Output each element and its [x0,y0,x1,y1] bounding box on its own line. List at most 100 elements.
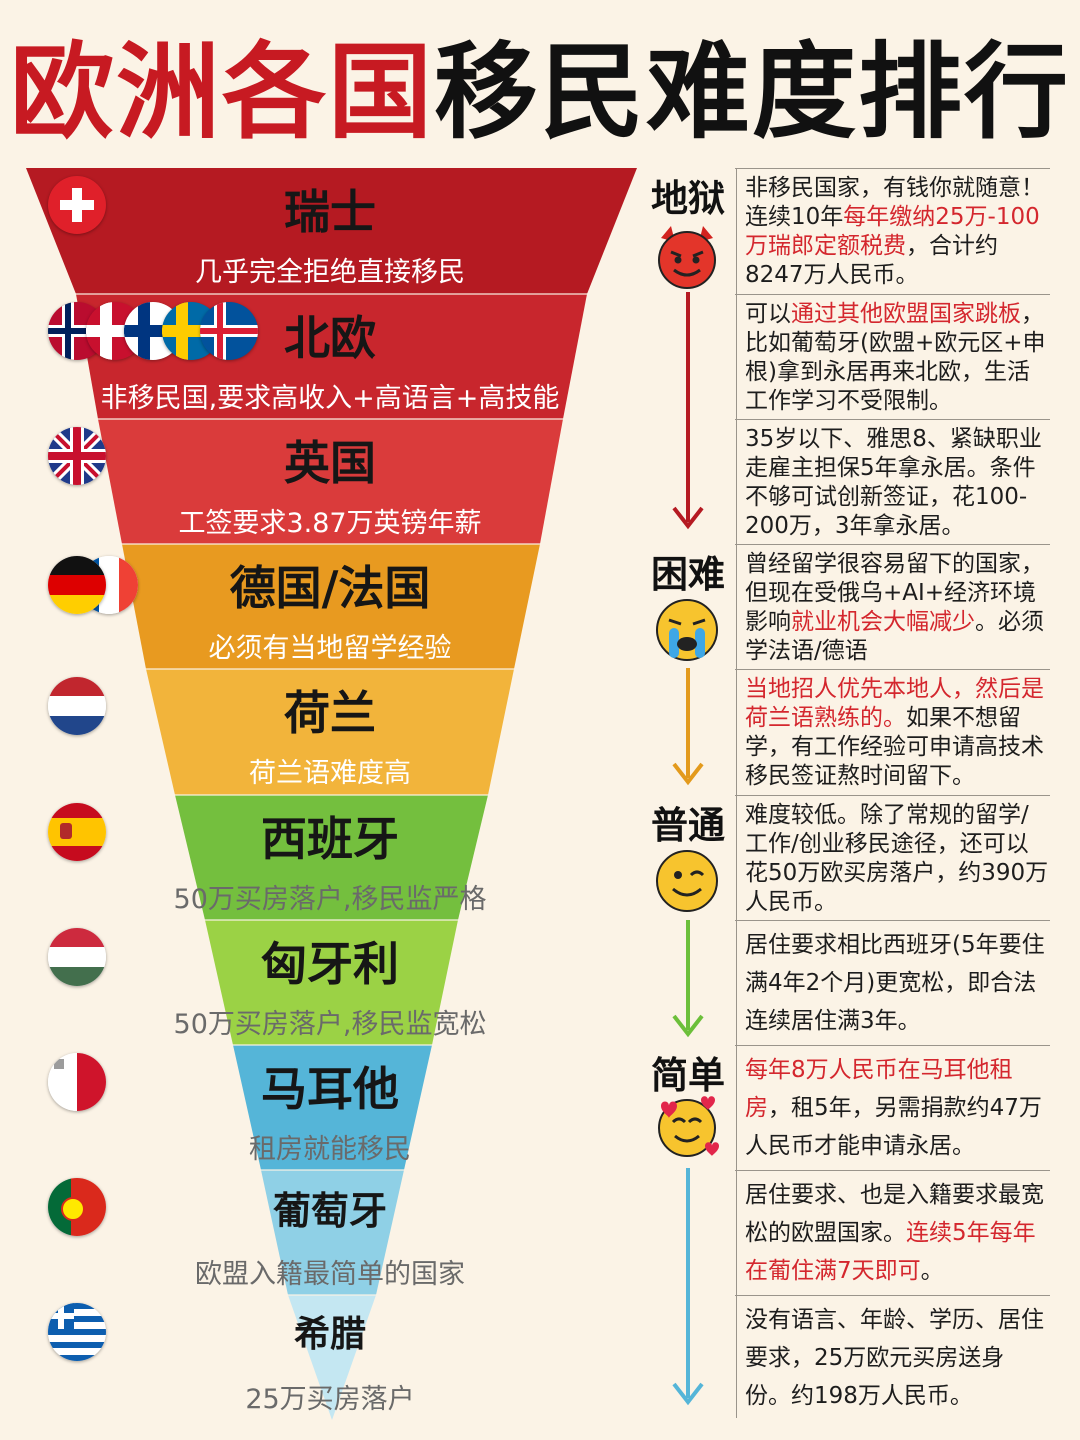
crying-emoji-icon [656,599,718,661]
level-label-hard: 困难 [651,553,725,596]
country-summary: 租房就能移民 [249,1134,411,1165]
country-summary: 几乎完全拒绝直接移民 [195,257,465,288]
description-text: 。必须学法语/德语 [745,609,1044,664]
country-description: 35岁以下、雅思8、紧缺职业走雇主担保5年拿永居。条件不够可试创新签证，花100… [745,425,1050,541]
country-name: 匈牙利 [261,937,399,991]
arrow-down-icon [672,920,704,1038]
arrow-down-icon [672,1168,704,1406]
description-text: ，合计约8247万人民币。 [745,233,998,288]
page-title: 欧洲各国移民难度排行 [9,31,1071,153]
description-text: 非移民国家，有钱你就随意！连续10年 [745,175,1044,230]
description-text: 居住要求相比西班牙(5年要住满4年2个月)更宽松，即合法连续居住满3年。 [745,932,1045,1034]
funnel-band-spain [175,795,488,920]
highlight-text: 就业机会大幅减少 [791,609,975,635]
description-text: 没有语言、年龄、学历、居住要求，25万欧元买房送身份。约198万人民币。 [745,1307,1044,1409]
country-name: 德国/法国 [229,561,431,615]
country-description: 没有语言、年龄、学历、居住要求，25万欧元买房送身份。约198万人民币。 [745,1301,1050,1415]
country-row: 德国/法国必须有当地留学经验 曾经留学很容易留下的国家，但现在受俄乌+AI+经济环… [0,544,1080,668]
country-row: 匈牙利 50万买房落户,移民监宽松 居住要求相比西班牙(5年要住满4年2个月)更宽松… [0,920,1080,1044]
greece-flag-icon [48,1303,106,1361]
country-name: 马耳他 [261,1062,399,1116]
country-description: 每年8万人民币在马耳他租房，租5年，另需捐款约47万人民币才能申请永居。 [745,1051,1050,1165]
country-name: 葡萄牙 [272,1189,387,1233]
row-divider [735,544,1050,545]
country-name: 英国 [284,436,376,490]
devil-emoji-icon [658,226,716,289]
level-label-hell: 地狱 [651,177,725,220]
row-divider [735,920,1050,921]
funnel-band-greece [288,1295,376,1420]
description-text: 如果不想留学，有工作经验可申请高技术移民签证熬时间留下。 [745,705,1044,789]
funnel-band-germany-france [122,544,540,669]
arrow-down-icon [672,292,704,530]
country-name: 西班牙 [261,812,399,866]
highlight-text: 通过其他欧盟国家跳板 [791,301,1021,327]
country-description: 曾经留学很容易留下的国家，但现在受俄乌+AI+经济环境影响就业机会大幅减少。必须… [745,550,1050,666]
country-row: 北欧非移民国,要求高收入+高语言+高技能 可以通过其他欧盟国家跳板，比如葡萄牙(欧… [0,294,1080,418]
country-summary: 欧盟入籍最简单的国家 [195,1259,465,1290]
country-name: 希腊 [293,1314,366,1355]
description-text: 难度较低。除了常规的留学/工作/创业移民途径，还可以花50万欧买房落户，约390… [745,802,1049,915]
country-description: 可以通过其他欧盟国家跳板，比如葡萄牙(欧盟+欧元区+申根)拿到永居再来北欧，生活… [745,300,1050,416]
country-row: 英国工签要求3.87万英镑年薪 35岁以下、雅思8、紧缺职业走雇主担保5年拿永居。… [0,419,1080,543]
row-divider [735,1295,1050,1296]
row-divider [735,419,1050,420]
country-name: 北欧 [284,311,376,365]
country-description: 难度较低。除了常规的留学/工作/创业移民途径，还可以花50万欧买房落户，约390… [745,801,1050,917]
uk-flag-icon [48,427,106,485]
netherlands-flag-icon [48,677,106,735]
row-divider [735,795,1050,796]
country-row: 马耳他租房就能移民 每年8万人民币在马耳他租房，租5年，另需捐款约47万人民币才能… [0,1045,1080,1169]
country-description: 非移民国家，有钱你就随意！连续10年每年缴纳25万-100万瑞郎定额税费，合计约… [745,174,1050,290]
row-divider [735,669,1050,670]
country-description: 当地招人优先本地人，然后是荷兰语熟练的。如果不想留学，有工作经验可申请高技术移民… [745,675,1050,791]
country-description: 居住要求、也是入籍要求最宽松的欧盟国家。连续5年每年在葡住满7天即可。 [745,1176,1050,1290]
description-text: ，比如葡萄牙(欧盟+欧元区+申根)拿到永居再来北欧，生活工作学习不受限制。 [745,301,1046,414]
funnel-band-hungary [205,920,458,1045]
level-label-easy: 简单 [651,1054,725,1097]
highlight-text: 每年8万人民币在马耳他租房 [745,1057,1013,1121]
country-row: 荷兰荷兰语难度高 当地招人优先本地人，然后是荷兰语熟练的。如果不想留学，有工作经验… [0,669,1080,793]
country-summary: 工签要求3.87万英镑年薪 [178,508,482,539]
table-divider [736,168,737,1418]
row-divider [735,1170,1050,1171]
wink-emoji-icon [656,850,718,912]
hungary-flag-icon [48,928,106,986]
country-row: 希腊 25万买房落户 没有语言、年龄、学历、居住要求，25万欧元买房送身份。约198… [0,1295,1080,1419]
germany-flag-icon [48,556,106,614]
country-summary: 50万买房落户,移民监宽松 [173,1009,487,1040]
nordic-flag-icon [200,302,258,360]
row-divider [735,168,1050,169]
hearts-emoji-icon [658,1096,719,1157]
description-text: 居住要求、也是入籍要求最宽松的欧盟国家。 [745,1182,1044,1246]
malta-flag-icon [48,1053,106,1111]
switzerland-flag-icon [48,176,106,234]
description-text: 曾经留学很容易留下的国家，但现在受俄乌+AI+经济环境影响 [745,551,1044,635]
funnel-band-switzerland [26,168,637,294]
arrow-down-icon [672,668,704,786]
funnel-band-portugal [261,1170,404,1295]
country-summary: 50万买房落户,移民监严格 [173,884,487,915]
level-label-normal: 普通 [651,804,725,847]
description-text: ，租5年，另需捐款约47万人民币才能申请永居。 [745,1095,1042,1159]
country-row: 瑞士几乎完全拒绝直接移民 非移民国家，有钱你就随意！连续10年每年缴纳25万-10… [0,168,1080,292]
country-row: 西班牙 50万买房落户,移民监严格 难度较低。除了常规的留学/工作/创业移民途径，还… [0,795,1080,919]
country-summary: 非移民国,要求高收入+高语言+高技能 [100,383,560,414]
description-text: 。 [920,1258,944,1284]
portugal-flag-icon [48,1178,106,1236]
spain-flag-icon [48,803,106,861]
country-name: 荷兰 [284,686,376,740]
country-row: 葡萄牙欧盟入籍最简单的国家 居住要求、也是入籍要求最宽松的欧盟国家。连续5年每年在… [0,1170,1080,1294]
funnel-band-malta [233,1045,432,1170]
country-description: 居住要求相比西班牙(5年要住满4年2个月)更宽松，即合法连续居住满3年。 [745,926,1050,1040]
country-summary: 荷兰语难度高 [249,758,411,789]
highlight-text: 连续5年每年在葡住满7天即可 [745,1220,1036,1284]
country-name: 瑞士 [284,185,376,239]
country-summary: 必须有当地留学经验 [208,633,452,664]
funnel-band-netherlands [146,669,514,795]
country-summary: 25万买房落户 [245,1384,415,1415]
description-text: 可以 [745,301,791,327]
description-text: 35岁以下、雅思8、紧缺职业走雇主担保5年拿永居。条件不够可试创新签证，花100… [745,426,1042,539]
highlight-text: 每年缴纳25万-100万瑞郎定额税费 [745,204,1040,259]
